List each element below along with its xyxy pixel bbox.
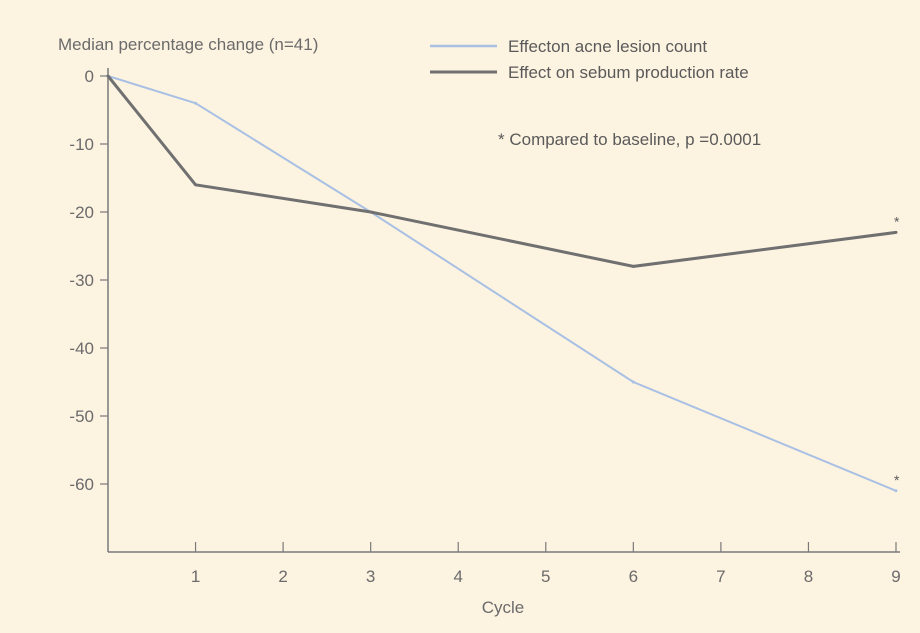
y-tick-label: -20 (69, 203, 94, 222)
axes (107, 68, 900, 553)
series-point-0 (631, 380, 635, 384)
legend-label-sebum: Effect on sebum production rate (508, 63, 749, 82)
y-tick-label: -50 (69, 407, 94, 426)
x-tick-label: 8 (804, 567, 813, 586)
significance-star-1: * (894, 213, 900, 229)
legend-label-acne: Effecton acne lesion count (508, 37, 707, 56)
series-point-1 (106, 74, 110, 78)
x-tick-label: 6 (629, 567, 638, 586)
x-tick-label: 1 (191, 567, 200, 586)
significance-star-0: * (894, 472, 900, 488)
significance-note: * Compared to baseline, p =0.0001 (498, 130, 761, 149)
x-ticks: 1 2 3 4 5 6 7 8 9 (191, 542, 901, 586)
y-tick-label: -40 (69, 339, 94, 358)
x-tick-label: 3 (366, 567, 375, 586)
x-tick-label: 4 (453, 567, 462, 586)
x-axis-label: Cycle (482, 598, 525, 617)
x-tick-label: 7 (716, 567, 725, 586)
series-point-0 (894, 489, 898, 493)
series-point-1 (631, 264, 635, 268)
x-tick-label: 2 (278, 567, 287, 586)
x-tick-label: 9 (891, 567, 900, 586)
y-tick-label: -10 (69, 135, 94, 154)
series-point-1 (194, 183, 198, 187)
series-point-0 (194, 101, 198, 105)
series-layer: ** (106, 74, 900, 493)
x-tick-label: 5 (541, 567, 550, 586)
series-point-1 (369, 210, 373, 214)
y-tick-label: 0 (85, 67, 94, 86)
series-point-1 (894, 230, 898, 234)
y-ticks: 0 -10 -20 -30 -40 -50 -60 (69, 67, 108, 494)
y-axis-label: Median percentage change (n=41) (58, 35, 318, 54)
legend: Effecton acne lesion count Effect on seb… (430, 37, 749, 82)
y-tick-label: -60 (69, 475, 94, 494)
y-tick-label: -30 (69, 271, 94, 290)
